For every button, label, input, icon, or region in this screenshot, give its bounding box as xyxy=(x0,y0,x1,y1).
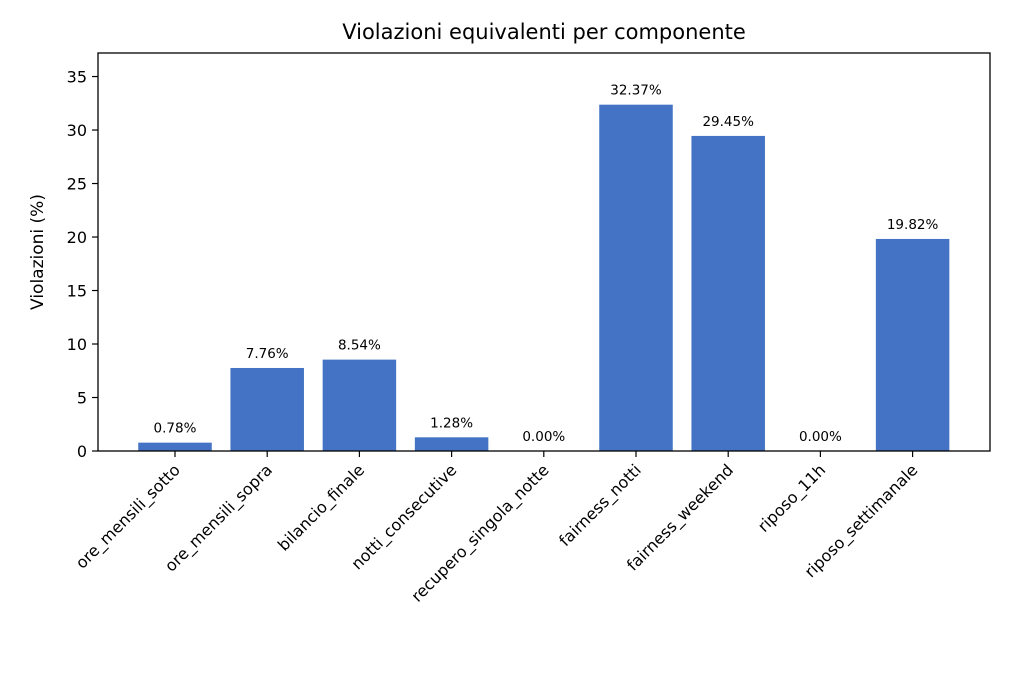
data-label-fairness_weekend: 29.45% xyxy=(702,114,754,130)
data-label-riposo_11h: 0.00% xyxy=(799,429,842,445)
y-tick-label: 35 xyxy=(67,68,87,87)
bar-fairness_notti xyxy=(599,104,673,451)
bar-ore_mensili_sotto xyxy=(138,442,212,451)
x-tick-label-bilancio_finale: bilancio_finale xyxy=(274,460,369,555)
bar-fairness_weekend xyxy=(691,135,765,451)
bar-ore_mensili_sopra xyxy=(230,367,304,451)
y-tick-label: 0 xyxy=(77,442,87,461)
x-axis: ore_mensili_sottoore_mensili_soprabilanc… xyxy=(72,451,922,606)
data-label-recupero_singola_notte: 0.00% xyxy=(522,429,565,445)
data-label-bilancio_finale: 8.54% xyxy=(338,338,381,354)
y-tick-label: 5 xyxy=(77,389,87,408)
y-tick-label: 30 xyxy=(67,121,87,140)
data-label-ore_mensili_sopra: 7.76% xyxy=(246,346,289,362)
y-tick-label: 15 xyxy=(67,282,87,301)
y-tick-label: 10 xyxy=(67,335,87,354)
y-axis-label: Violazioni (%) xyxy=(28,194,48,310)
data-label-ore_mensili_sotto: 0.78% xyxy=(154,421,197,437)
x-tick-label-riposo_11h: riposo_11h xyxy=(754,460,830,536)
plot-area-frame xyxy=(97,52,991,452)
bar-bilancio_finale xyxy=(322,359,397,451)
bar-riposo_settimanale xyxy=(875,238,950,451)
data-label-notti_consecutive: 1.28% xyxy=(430,415,473,431)
y-tick-label: 20 xyxy=(67,228,87,247)
chart-title: Violazioni equivalenti per componente xyxy=(342,20,746,44)
data-labels-group: 0.78% 7.76% 8.54% 1.28% 0.00% 32.37% 29.45% 0.0… xyxy=(154,83,939,445)
y-tick-label: 25 xyxy=(67,175,87,194)
bars-group xyxy=(138,104,950,451)
y-axis: 0 5 10 15 20 25 30 35 xyxy=(67,68,98,461)
bar-notti_consecutive xyxy=(414,437,489,451)
data-label-riposo_settimanale: 19.82% xyxy=(887,217,939,233)
data-label-fairness_notti: 32.37% xyxy=(610,83,662,99)
x-tick-label-fairness_notti: fairness_notti xyxy=(555,460,645,550)
